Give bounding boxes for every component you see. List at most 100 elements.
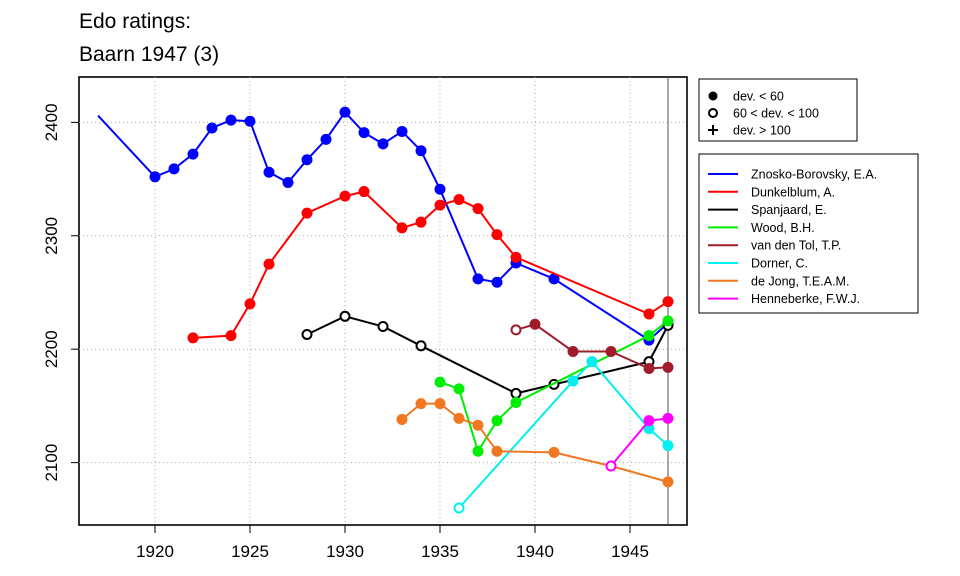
data-point <box>510 251 522 263</box>
series-group <box>453 356 674 514</box>
deviation-legend: dev. < 60 60 < dev. < 100 dev. > 100 <box>708 90 819 138</box>
data-point <box>567 345 579 357</box>
data-point <box>662 440 674 452</box>
data-point <box>415 145 427 157</box>
data-point <box>529 318 541 330</box>
data-point <box>453 412 465 424</box>
deviation-legend-label: 60 < dev. < 100 <box>733 107 819 121</box>
series-group <box>510 318 674 374</box>
data-point <box>396 222 408 234</box>
data-point <box>415 398 427 410</box>
data-point <box>396 414 408 426</box>
data-point <box>510 397 522 409</box>
x-tick-label: 1930 <box>326 542 364 561</box>
data-point <box>358 127 370 139</box>
series-group <box>605 412 674 472</box>
series-legend-label: Znosko-Borovsky, E.A. <box>751 168 877 182</box>
x-tick-label: 1920 <box>136 542 174 561</box>
data-point <box>472 445 484 457</box>
data-point <box>491 415 503 427</box>
data-point <box>282 176 294 188</box>
chart-title: Edo ratings: <box>79 10 191 33</box>
series-line <box>401 402 669 483</box>
data-point <box>491 445 503 457</box>
data-point <box>301 154 313 166</box>
data-point <box>643 415 655 427</box>
data-point <box>187 148 199 160</box>
data-point <box>567 375 579 387</box>
series-line <box>306 315 669 395</box>
y-tick-label: 2400 <box>42 103 61 141</box>
x-tick-label: 1940 <box>516 542 554 561</box>
x-tick-label: 1935 <box>421 542 459 561</box>
data-point <box>453 383 465 395</box>
data-point <box>472 203 484 215</box>
data-point <box>358 186 370 198</box>
data-point <box>643 330 655 342</box>
x-tick-label: 1945 <box>611 542 649 561</box>
data-point <box>472 419 484 431</box>
data-point-open <box>605 460 617 472</box>
series-legend-label: Wood, B.H. <box>751 221 815 235</box>
series-legend-label: Dunkelblum, A. <box>751 185 835 199</box>
series-line <box>192 190 669 339</box>
data-point <box>434 398 446 410</box>
y-tick-label: 2300 <box>42 217 61 255</box>
data-point <box>662 412 674 424</box>
data-point-open <box>339 310 351 322</box>
series-legend-box <box>698 153 919 314</box>
data-point-open <box>453 502 465 514</box>
series-group <box>97 106 674 346</box>
series-legend: Znosko-Borovsky, E.A. Dunkelblum, A. Spanj… <box>708 168 877 306</box>
data-point <box>244 115 256 127</box>
data-point <box>168 163 180 175</box>
data-point-open <box>415 340 427 352</box>
series-legend-label: de Jong, T.E.A.M. <box>751 274 849 288</box>
data-point <box>586 356 598 368</box>
data-point <box>662 476 674 488</box>
data-point <box>491 229 503 241</box>
data-point <box>662 315 674 327</box>
data-point <box>320 133 332 145</box>
data-point <box>643 308 655 320</box>
data-point <box>605 345 617 357</box>
data-point <box>472 273 484 285</box>
data-point <box>263 258 275 270</box>
series-line <box>610 417 669 467</box>
series-legend-label: Spanjaard, E. <box>751 203 827 217</box>
data-point <box>434 199 446 211</box>
data-point <box>244 298 256 310</box>
data-point <box>377 138 389 150</box>
deviation-legend-box <box>698 78 858 142</box>
series-legend-label: Dorner, C. <box>751 257 808 271</box>
series-group <box>396 398 674 488</box>
deviation-legend-label: dev. > 100 <box>733 124 791 138</box>
x-tick-label: 1925 <box>231 542 269 561</box>
data-point <box>396 125 408 137</box>
series-group <box>434 315 674 457</box>
data-point <box>643 362 655 374</box>
series-legend-label: Henneberke, F.W.J. <box>751 292 860 306</box>
data-point <box>434 183 446 195</box>
data-point <box>434 376 446 388</box>
data-point <box>662 361 674 373</box>
data-point <box>662 296 674 308</box>
chart-subtitle: Baarn 1947 (3) <box>79 43 219 66</box>
y-tick-label: 2200 <box>42 330 61 368</box>
series-group <box>187 186 674 344</box>
plot-frame <box>78 76 688 526</box>
series-layer <box>97 106 674 514</box>
data-point <box>301 207 313 219</box>
series-legend-label: van den Tol, T.P. <box>751 239 841 253</box>
data-point <box>339 106 351 118</box>
data-point-open <box>301 328 313 340</box>
deviation-legend-label: dev. < 60 <box>733 90 784 104</box>
data-point <box>453 193 465 205</box>
data-point <box>491 276 503 288</box>
axes: 1920 1925 1930 1935 1940 1945 2100 2200 2300 2400 <box>42 103 649 561</box>
legend-open-circle-icon <box>708 108 718 118</box>
data-point <box>415 216 427 228</box>
data-point <box>206 122 218 134</box>
data-point <box>225 114 237 126</box>
